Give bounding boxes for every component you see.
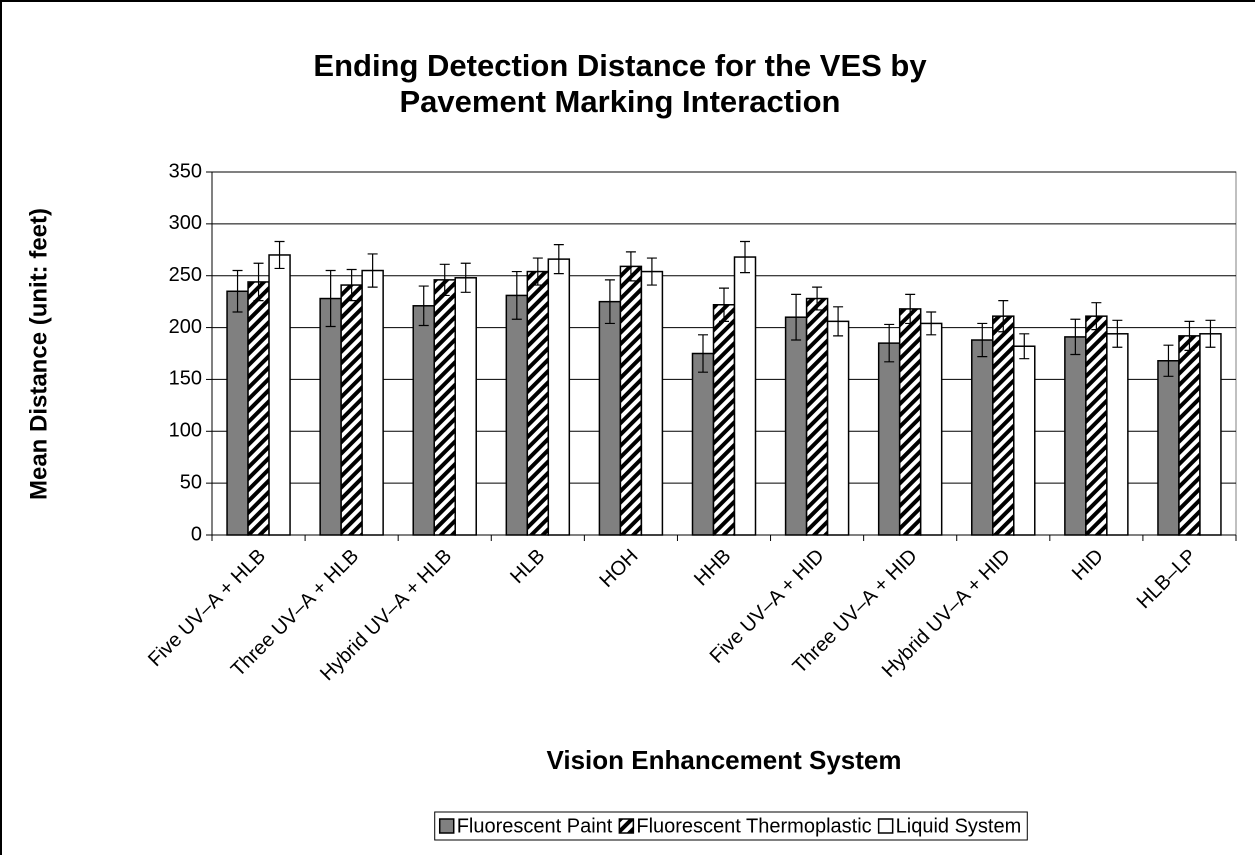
bar (712, 304, 736, 536)
error-bar (439, 263, 450, 297)
error-bar (511, 270, 522, 320)
y-tick-label: 350 (169, 160, 202, 182)
bar (898, 308, 922, 536)
x-axis-label: Vision Enhancement System (547, 745, 902, 775)
error-bar (1112, 319, 1123, 348)
error-bar (977, 322, 988, 358)
error-bar (1019, 333, 1030, 360)
y-tick-label: 200 (169, 316, 202, 338)
error-bar (604, 279, 615, 325)
legend-label: Fluorescent Thermoplastic (636, 815, 871, 837)
error-bar (325, 269, 336, 328)
bar (640, 270, 664, 536)
y-tick-label: 150 (169, 368, 202, 390)
legend-swatch (438, 818, 455, 834)
error-bar (740, 240, 750, 274)
y-tick-label: 100 (169, 420, 202, 442)
error-bar (274, 240, 285, 270)
bar (784, 316, 808, 536)
bar (1064, 336, 1087, 536)
bar (340, 284, 363, 536)
error-bar (998, 300, 1009, 333)
bar (433, 279, 456, 536)
error-bar (884, 323, 895, 363)
y-axis-label: Mean Distance (unit: feet) (25, 208, 52, 500)
error-bar (367, 253, 378, 288)
error-bar (926, 311, 937, 336)
error-bar (532, 257, 543, 286)
y-tick-label: 50 (180, 471, 202, 493)
bar (361, 269, 384, 536)
bar (1013, 345, 1036, 536)
legend-box (434, 811, 1028, 841)
bar (454, 277, 477, 536)
error-bar (1205, 319, 1216, 348)
x-tick-label: HLB–LP (1133, 545, 1201, 613)
bar (971, 339, 994, 536)
x-tick-label: HHB (690, 545, 735, 590)
error-bar (905, 293, 916, 325)
bar (691, 352, 715, 536)
bar (547, 258, 571, 536)
error-bar (1070, 318, 1081, 356)
bar (619, 265, 643, 536)
bar (505, 294, 529, 536)
bar (826, 320, 850, 536)
bar (268, 254, 291, 536)
bar (526, 270, 550, 536)
bar (805, 297, 829, 536)
bar (247, 281, 270, 536)
bar (1178, 335, 1201, 536)
legend-swatch (618, 818, 635, 834)
error-bar (232, 269, 243, 313)
error-bar (1184, 320, 1195, 351)
error-bar (646, 257, 657, 286)
error-bar (253, 262, 264, 302)
legend-swatch (877, 818, 894, 834)
bar (1106, 333, 1129, 536)
x-tick-label: HLB (506, 545, 549, 588)
x-tick-label: HOH (595, 545, 642, 592)
error-bar (719, 287, 729, 322)
bar (733, 256, 757, 536)
y-tick-label: 300 (169, 212, 202, 234)
bar (1157, 360, 1180, 536)
error-bar (791, 293, 802, 341)
bar (992, 315, 1015, 536)
error-bar (812, 286, 823, 311)
error-bar (418, 285, 429, 327)
chart-title: Ending Detection Distance for the VES by… (313, 48, 927, 119)
bar (226, 290, 249, 536)
error-bar (346, 268, 357, 302)
x-tick-label: HID (1068, 545, 1108, 585)
legend-label: Liquid System (896, 815, 1022, 837)
bar (598, 300, 622, 536)
error-bar (460, 262, 471, 293)
bar (319, 297, 342, 536)
error-bar (1091, 302, 1102, 331)
error-bar (1163, 344, 1174, 377)
bar (1085, 315, 1108, 536)
bar (877, 342, 901, 536)
error-bar (553, 244, 564, 275)
error-bar (698, 334, 708, 373)
bar (919, 322, 943, 536)
legend-label: Fluorescent Paint (457, 815, 613, 837)
bar (412, 305, 435, 536)
bar (1199, 333, 1222, 536)
y-tick-label: 250 (169, 264, 202, 286)
y-tick-label: 0 (191, 523, 202, 545)
error-bar (625, 251, 636, 282)
error-bar (833, 306, 844, 337)
